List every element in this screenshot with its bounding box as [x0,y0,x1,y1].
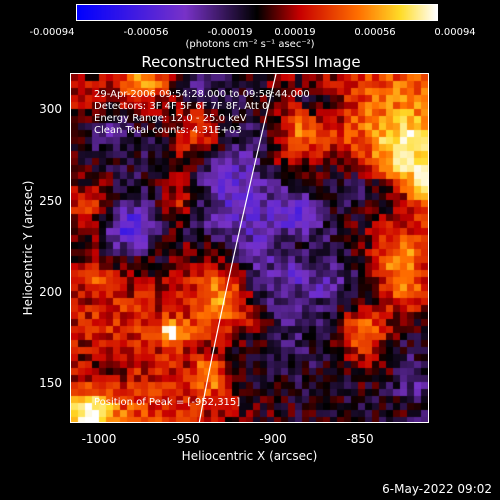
overlay-time-range: 29-Apr-2006 09:54:28.000 to 09:58:44.000 [94,89,310,100]
rhessi-intensity-map [71,74,428,422]
y-tick-label: 150 [39,376,62,390]
colorbar-tick: -0.00094 [29,27,75,38]
colorbar [76,4,438,21]
colorbar-tick: 0.00019 [274,27,316,38]
y-tick-label: 200 [39,285,62,299]
overlay-energy-range: Energy Range: 12.0 - 25.0 keV [94,113,247,124]
x-tick-label: -850 [346,432,374,446]
image-title: Reconstructed RHESSI Image [141,53,361,71]
colorbar-tick: 0.00056 [354,27,396,38]
x-axis-label: Heliocentric X (arcsec) [181,449,318,463]
colorbar-tick: -0.00019 [207,27,253,38]
colorbar-tick: -0.00056 [123,27,169,38]
overlay-clean-counts: Clean Total counts: 4.31E+03 [94,125,242,136]
colorbar-units: (photons cm⁻² s⁻¹ asec⁻²) [185,39,315,50]
rhessi-image-panel: 29-Apr-2006 09:54:28.000 to 09:58:44.000… [70,73,429,423]
overlay-detectors: Detectors: 3F 4F 5F 6F 7F 8F, Att 0 [94,101,269,112]
y-axis-label: Heliocentric Y (arcsec) [21,180,35,316]
timestamp: 6-May-2022 09:02 [382,482,492,496]
colorbar-tick: 0.00094 [434,27,476,38]
overlay-peak-position: Position of Peak = [-952,315] [94,397,241,408]
x-tick-label: -1000 [81,432,117,446]
solar-limb-line [198,74,277,422]
y-tick-label: 300 [39,102,62,116]
y-tick-label: 250 [39,194,62,208]
x-tick-label: -900 [259,432,287,446]
x-tick-label: -950 [172,432,200,446]
